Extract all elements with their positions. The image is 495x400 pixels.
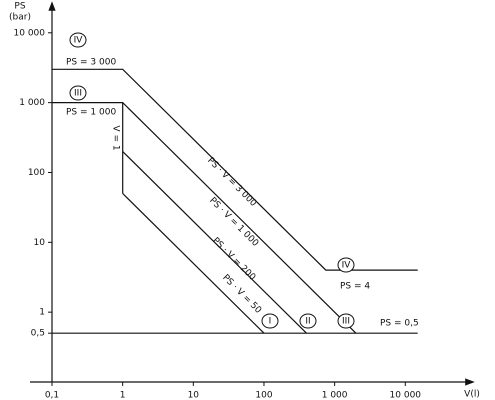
x-tick-label: 10 000	[390, 391, 422, 400]
category-label: IV	[74, 36, 84, 46]
annotation: PS · V = 50	[220, 273, 263, 316]
x-tick-label: 10	[188, 391, 200, 400]
x-tick-label: 1 000	[322, 391, 348, 400]
x-axis-label: V(l)	[464, 390, 480, 400]
category-label: I	[269, 317, 272, 327]
category-circle	[261, 313, 279, 329]
category-circle	[299, 313, 317, 329]
annotation: PS = 1 000	[66, 108, 116, 118]
y-axis-unit: (bar)	[9, 13, 31, 23]
x-tick-label: 0,1	[45, 391, 59, 400]
category-label: III	[74, 89, 82, 99]
category-circle	[69, 32, 87, 48]
boundary-line	[52, 68, 418, 271]
category-circle	[69, 85, 87, 101]
y-tick-label: 0,5	[31, 329, 45, 339]
x-tick-label: 100	[255, 391, 272, 400]
y-tick-label: 10	[34, 238, 46, 248]
y-tick-label: 1 000	[19, 98, 45, 108]
annotation: V = 1	[111, 125, 121, 150]
category-label: III	[342, 317, 350, 327]
y-tick-label: 1	[39, 308, 45, 318]
annotation: PS = 0,5	[380, 319, 419, 329]
boundary-line	[122, 151, 307, 334]
category-circle	[337, 313, 355, 329]
annotation: PS = 3 000	[66, 58, 116, 68]
annotation: PS = 4	[340, 282, 370, 292]
y-axis-label: PS	[14, 2, 25, 12]
boundary-line	[122, 193, 265, 334]
category-label: IV	[342, 261, 352, 271]
category-label: II	[305, 317, 310, 327]
y-tick-label: 100	[28, 168, 45, 178]
x-tick-label: 1	[120, 391, 126, 400]
category-circle	[337, 257, 355, 273]
y-tick-label: 10 000	[14, 28, 46, 38]
boundary-line	[52, 102, 357, 334]
